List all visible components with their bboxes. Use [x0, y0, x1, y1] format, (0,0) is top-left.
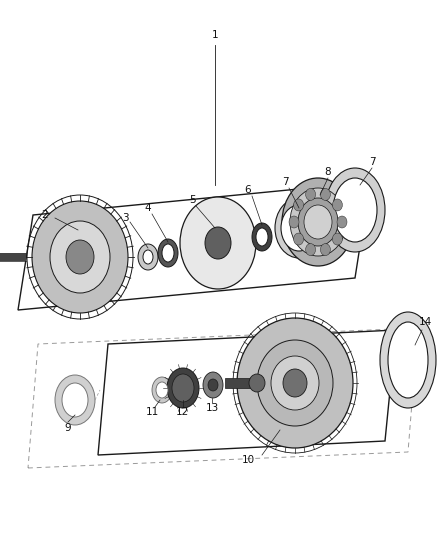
Text: 13: 13	[205, 403, 219, 413]
Ellipse shape	[208, 379, 218, 391]
Ellipse shape	[289, 216, 299, 228]
Ellipse shape	[138, 244, 158, 270]
Ellipse shape	[325, 168, 385, 252]
Text: 6: 6	[245, 185, 251, 195]
Ellipse shape	[271, 356, 319, 410]
Text: 5: 5	[189, 195, 195, 205]
Ellipse shape	[152, 377, 172, 403]
Ellipse shape	[282, 178, 354, 266]
Ellipse shape	[205, 227, 231, 259]
Ellipse shape	[249, 374, 265, 392]
Ellipse shape	[50, 221, 110, 293]
Ellipse shape	[283, 369, 307, 397]
Ellipse shape	[66, 240, 94, 274]
Text: 2: 2	[42, 210, 48, 220]
Text: 10: 10	[241, 455, 254, 465]
Ellipse shape	[252, 223, 272, 251]
Ellipse shape	[332, 199, 343, 211]
FancyBboxPatch shape	[225, 378, 255, 388]
Ellipse shape	[156, 382, 168, 398]
Ellipse shape	[62, 383, 88, 417]
Text: 11: 11	[145, 407, 159, 417]
Text: 4: 4	[145, 203, 151, 213]
Ellipse shape	[180, 197, 256, 289]
Text: 7: 7	[282, 177, 288, 187]
Ellipse shape	[162, 244, 174, 262]
Ellipse shape	[380, 312, 436, 408]
Ellipse shape	[172, 374, 194, 402]
Ellipse shape	[158, 239, 178, 267]
Ellipse shape	[143, 250, 153, 264]
Text: 1: 1	[212, 30, 218, 40]
Ellipse shape	[281, 205, 317, 251]
Ellipse shape	[306, 244, 316, 256]
Text: 7: 7	[369, 157, 375, 167]
Ellipse shape	[321, 189, 330, 200]
Ellipse shape	[167, 368, 199, 408]
Ellipse shape	[298, 198, 338, 246]
Ellipse shape	[337, 216, 347, 228]
Text: 9: 9	[65, 423, 71, 433]
Ellipse shape	[55, 375, 95, 425]
Text: 14: 14	[418, 317, 431, 327]
Ellipse shape	[290, 188, 346, 256]
Ellipse shape	[333, 178, 377, 242]
Ellipse shape	[32, 201, 128, 313]
Ellipse shape	[306, 189, 316, 200]
Ellipse shape	[321, 244, 330, 256]
Ellipse shape	[237, 318, 353, 448]
Text: 3: 3	[122, 213, 128, 223]
Ellipse shape	[293, 199, 304, 211]
Ellipse shape	[256, 228, 268, 246]
Text: 12: 12	[175, 407, 189, 417]
Ellipse shape	[293, 233, 304, 245]
Ellipse shape	[388, 322, 428, 398]
Text: 8: 8	[325, 167, 331, 177]
Ellipse shape	[304, 205, 332, 239]
Bar	[0, 253, 26, 261]
Ellipse shape	[257, 340, 333, 426]
Ellipse shape	[275, 198, 323, 258]
Ellipse shape	[203, 372, 223, 398]
Ellipse shape	[332, 233, 343, 245]
